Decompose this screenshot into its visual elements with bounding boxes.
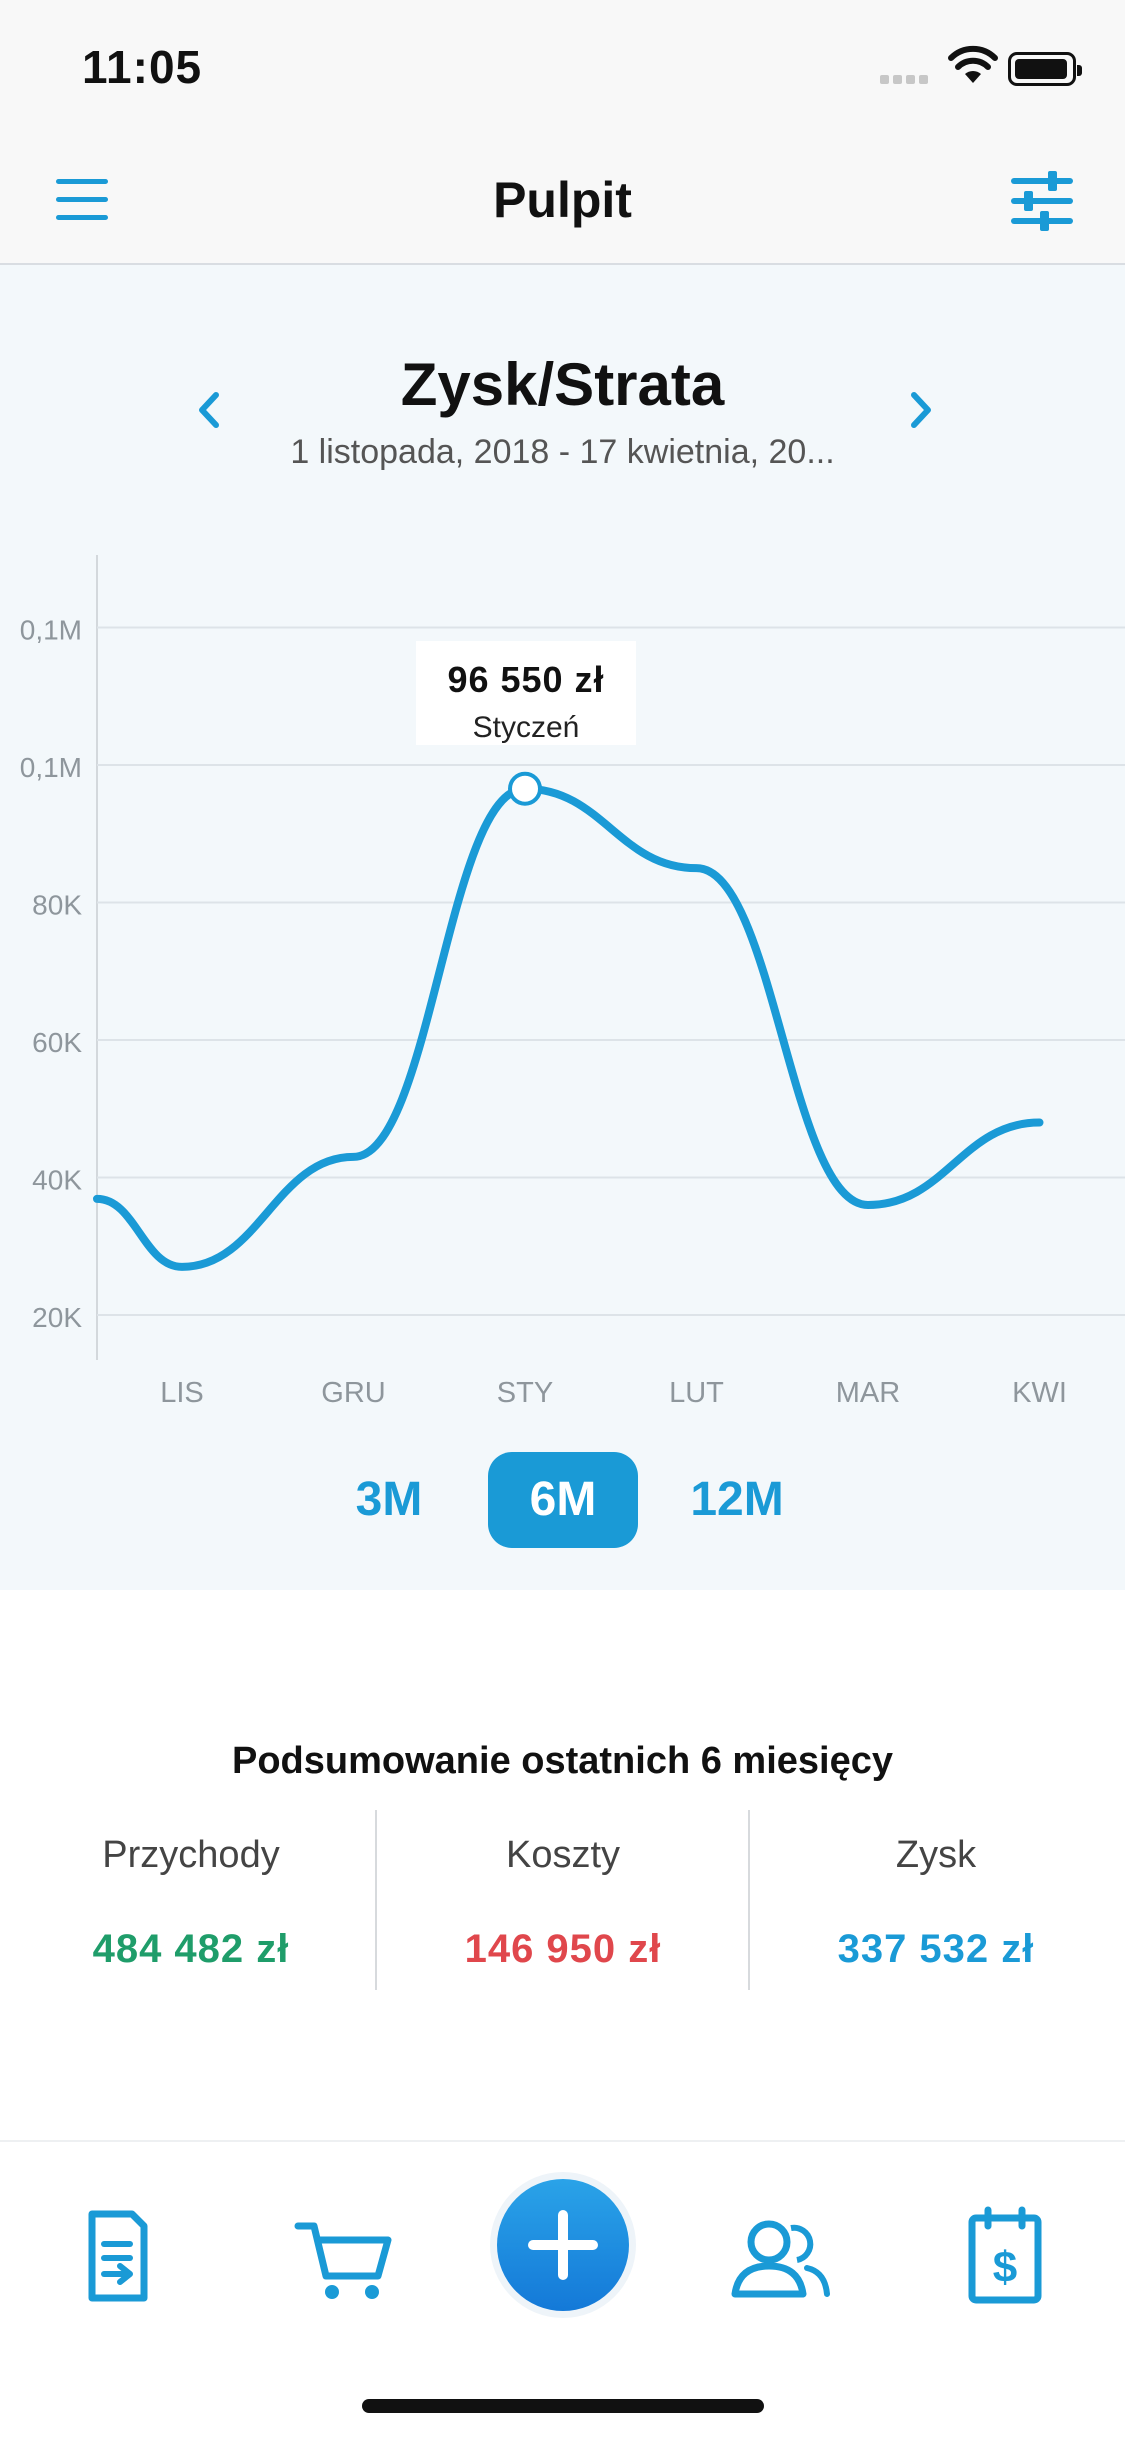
home-indicator bbox=[362, 2399, 764, 2413]
y-tick-label: 20K bbox=[32, 1302, 82, 1333]
chart-date-range: 1 listopada, 2018 - 17 kwietnia, 20... bbox=[290, 433, 835, 471]
income-value: 484 482 zł bbox=[92, 1927, 290, 1971]
costs-value: 146 950 zł bbox=[464, 1927, 662, 1971]
range-3m-button[interactable]: 3M bbox=[355, 1473, 423, 1526]
range-12m-button[interactable]: 12M bbox=[690, 1473, 784, 1526]
page-title: Pulpit bbox=[493, 172, 632, 228]
costs-label: Koszty bbox=[505, 1834, 621, 1876]
y-tick-label: 0,1M bbox=[20, 615, 82, 646]
cellular-signal-icon bbox=[880, 75, 940, 85]
x-tick-label: KWI bbox=[1012, 1377, 1067, 1409]
tooltip-month: Styczeń bbox=[472, 711, 580, 744]
data-point[interactable] bbox=[1036, 1119, 1044, 1127]
nav-bar: Pulpit bbox=[0, 135, 1125, 265]
hamburger-menu-icon[interactable] bbox=[52, 175, 114, 225]
payment-icon[interactable]: $ bbox=[950, 2202, 1060, 2312]
summary-income: Przychody 484 482 zł bbox=[4, 1810, 378, 1990]
divider bbox=[748, 1810, 750, 1990]
filter-sliders-icon[interactable] bbox=[1010, 171, 1074, 231]
add-button[interactable] bbox=[490, 2172, 636, 2318]
summary-profit: Zysk 337 532 zł bbox=[749, 1810, 1123, 1990]
y-tick-label: 0,1M bbox=[20, 752, 82, 783]
x-tick-label: LIS bbox=[160, 1377, 204, 1409]
x-tick-label: STY bbox=[497, 1377, 553, 1409]
tooltip-value: 96 550 zł bbox=[447, 659, 605, 700]
series-line bbox=[93, 784, 1044, 1271]
status-bar: 11:05 bbox=[0, 0, 1125, 135]
chart-tooltip: 96 550 zł Styczeń bbox=[416, 641, 636, 745]
y-tick-label: 40K bbox=[32, 1165, 82, 1196]
contacts-icon[interactable] bbox=[725, 2202, 835, 2312]
chart-title: Zysk/Strata bbox=[400, 351, 725, 418]
battery-icon bbox=[1008, 52, 1082, 86]
y-tick-label: 60K bbox=[32, 1027, 82, 1058]
data-point[interactable] bbox=[864, 1201, 872, 1209]
chevron-left-icon[interactable] bbox=[190, 385, 230, 435]
data-point[interactable] bbox=[350, 1153, 358, 1161]
tab-bar: $ bbox=[0, 2140, 1125, 2438]
x-tick-label: GRU bbox=[321, 1377, 385, 1409]
range-6m-button[interactable]: 6M bbox=[488, 1452, 638, 1548]
invoice-icon[interactable] bbox=[62, 2202, 172, 2312]
profit-label: Zysk bbox=[895, 1834, 977, 1876]
data-point[interactable] bbox=[693, 864, 701, 872]
summary-costs: Koszty 146 950 zł bbox=[376, 1810, 750, 1990]
cart-icon[interactable] bbox=[290, 2202, 400, 2312]
profit-loss-chart: 20K 40K 60K 80K 0,1M 0,1M LIS GRU STY LUT MAR KWI bbox=[20, 555, 1125, 1409]
chevron-right-icon[interactable] bbox=[900, 385, 940, 435]
wifi-icon bbox=[948, 45, 998, 83]
y-tick-label: 80K bbox=[32, 890, 82, 921]
status-time: 11:05 bbox=[82, 41, 203, 93]
divider bbox=[375, 1810, 377, 1990]
add-icon bbox=[528, 2210, 598, 2280]
profit-value: 337 532 zł bbox=[837, 1927, 1035, 1971]
income-label: Przychody bbox=[102, 1834, 280, 1876]
selected-data-point[interactable] bbox=[508, 771, 542, 806]
x-tick-label: LUT bbox=[669, 1377, 724, 1409]
x-tick-label: MAR bbox=[836, 1377, 900, 1409]
summary-title: Podsumowanie ostatnich 6 miesięcy bbox=[232, 1740, 893, 1782]
svg-text:$: $ bbox=[993, 2243, 1017, 2292]
data-point[interactable] bbox=[178, 1263, 186, 1271]
chart-panel bbox=[0, 265, 1125, 1590]
